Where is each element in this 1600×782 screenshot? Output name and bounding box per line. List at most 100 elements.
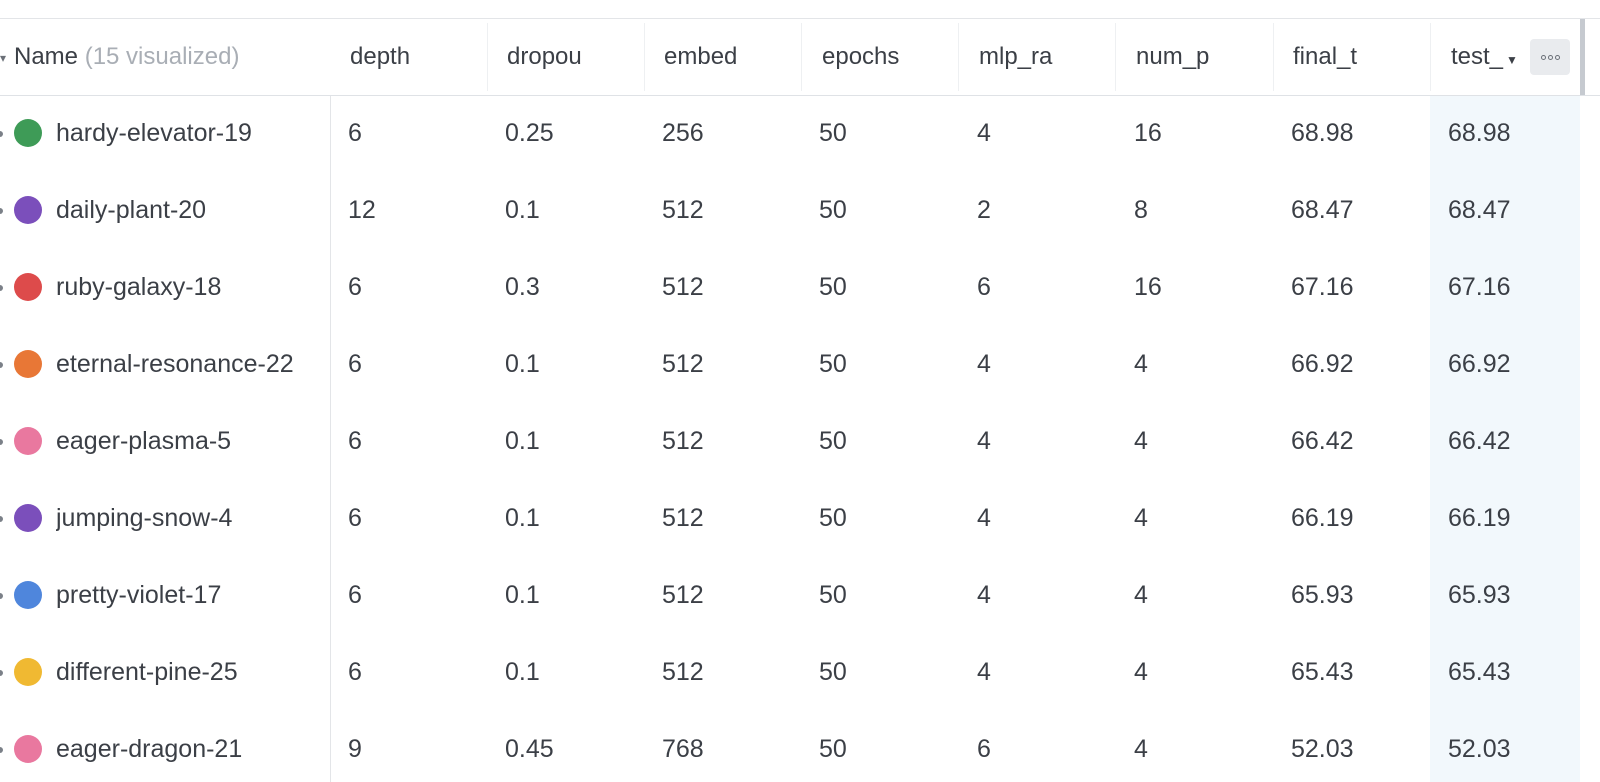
table-row[interactable]: pretty-violet-17 6 0.1 512 50 4 4 65.93 65.93 [0,557,1600,634]
visualized-count: (15 visualized) [84,43,240,70]
run-color-dot[interactable] [14,119,42,147]
row-select-indicator[interactable] [0,362,3,368]
row-select-indicator[interactable] [0,593,3,599]
table-row[interactable]: daily-plant-20 12 0.1 512 50 2 8 68.47 68.47 [0,172,1600,249]
run-color-dot[interactable] [14,427,42,455]
run-name-link[interactable]: jumping-snow-4 [56,504,233,532]
row-select-indicator[interactable] [0,439,3,445]
more-options-icon[interactable] [1530,39,1570,75]
column-header-epochs[interactable]: epochs [822,19,904,95]
table-cell: 4 [1134,581,1148,609]
run-name-link[interactable]: hardy-elevator-19 [56,119,252,147]
table-cell: 4 [977,427,991,455]
sort-down-icon[interactable]: ▼ [1506,53,1518,67]
table-cell: 66.42 [1448,427,1511,455]
run-name-link[interactable]: eager-plasma-5 [56,427,232,455]
row-select-indicator[interactable] [0,285,3,291]
run-name-link[interactable]: ruby-galaxy-18 [56,273,222,301]
table-cell: 68.47 [1291,196,1354,224]
column-header-dropout[interactable]: dropou [507,19,589,95]
table-row[interactable]: jumping-snow-4 6 0.1 512 50 4 4 66.19 66.19 [0,480,1600,557]
table-cell: 4 [1134,735,1148,763]
table-cell: 512 [662,273,704,301]
table-cell: 66.92 [1448,350,1511,378]
table-cell: 50 [819,273,847,301]
sorted-column-highlight [1430,19,1580,782]
table-cell: 68.98 [1291,119,1354,147]
run-color-dot[interactable] [14,504,42,532]
run-name-link[interactable]: different-pine-25 [56,658,238,686]
run-color-dot[interactable] [14,350,42,378]
run-name-link[interactable]: eternal-resonance-22 [56,350,294,378]
table-cell: 0.1 [505,196,540,224]
table-cell: 0.25 [505,119,554,147]
table-cell: 66.42 [1291,427,1354,455]
run-color-dot[interactable] [14,658,42,686]
row-select-indicator[interactable] [0,747,3,753]
table-cell: 50 [819,658,847,686]
column-header-depth[interactable]: depth [350,19,495,95]
column-header-test-acc[interactable]: test_ [1451,19,1506,95]
run-color-dot[interactable] [14,196,42,224]
table-cell: 8 [1134,196,1148,224]
table-cell: 6 [348,427,362,455]
table-row[interactable]: eager-plasma-5 6 0.1 512 50 4 4 66.42 66.42 [0,403,1600,480]
table-row[interactable]: hardy-elevator-19 6 0.25 256 50 4 16 68.98 68.98 [0,95,1600,172]
table-cell: 52.03 [1448,735,1511,763]
table-row[interactable]: eternal-resonance-22 6 0.1 512 50 4 4 66.92 66.9… [0,326,1600,403]
name-column-header[interactable]: ▾ Name (15 visualized) [0,19,330,96]
table-cell: 4 [977,581,991,609]
table-cell: 0.3 [505,273,540,301]
run-name-link[interactable]: daily-plant-20 [56,196,207,224]
column-header-label: depth [350,43,411,70]
table-cell: 512 [662,196,704,224]
column-resizer[interactable] [487,23,488,91]
run-color-dot[interactable] [14,735,42,763]
name-column-divider[interactable] [330,19,331,782]
run-color-dot[interactable] [14,273,42,301]
run-color-dot[interactable] [14,581,42,609]
table-cell: 67.16 [1291,273,1354,301]
column-resizer[interactable] [801,23,802,91]
table-cell: 50 [819,350,847,378]
row-select-indicator[interactable] [0,516,3,522]
row-select-indicator[interactable] [0,131,3,137]
collapse-caret-icon[interactable]: ▾ [0,50,7,65]
table-cell: 6 [348,119,362,147]
column-resizer[interactable] [958,23,959,91]
column-resizer[interactable] [1273,23,1274,91]
table-cell: 66.92 [1291,350,1354,378]
column-header-label: mlp_ra [979,43,1053,70]
row-select-indicator[interactable] [0,208,3,214]
column-header-embed[interactable]: embed [664,19,794,95]
table-cell: 50 [819,735,847,763]
column-edge-handle[interactable] [1580,19,1585,95]
table-cell: 68.98 [1448,119,1511,147]
column-header-num-p[interactable]: num_p [1136,19,1218,95]
table-row[interactable]: ruby-galaxy-18 6 0.3 512 50 6 16 67.16 67.16 [0,249,1600,326]
table-cell: 16 [1134,119,1162,147]
column-resizer[interactable] [644,23,645,91]
table-cell: 4 [1134,504,1148,532]
table-cell: 4 [977,504,991,532]
table-cell: 6 [348,273,362,301]
column-header-label: test_ [1451,43,1504,70]
column-resizer[interactable] [1115,23,1116,91]
column-header-mlp-ratio[interactable]: mlp_ra [979,19,1061,95]
table-row[interactable]: different-pine-25 6 0.1 512 50 4 4 65.43 65.43 [0,634,1600,711]
row-select-indicator[interactable] [0,670,3,676]
column-resizer[interactable] [1430,23,1431,91]
table-cell: 0.1 [505,658,540,686]
table-cell: 6 [348,350,362,378]
table-cell: 50 [819,504,847,532]
run-name-link[interactable]: eager-dragon-21 [56,735,243,763]
table-row[interactable]: eager-dragon-21 9 0.45 768 50 6 4 52.03 52.03 [0,711,1600,782]
column-header-final-test[interactable]: final_t [1293,19,1375,95]
table-cell: 0.45 [505,735,554,763]
table-cell: 67.16 [1448,273,1511,301]
table-cell: 68.47 [1448,196,1511,224]
column-header-label: final_t [1293,43,1358,70]
run-name-link[interactable]: pretty-violet-17 [56,581,222,609]
table-cell: 4 [977,658,991,686]
